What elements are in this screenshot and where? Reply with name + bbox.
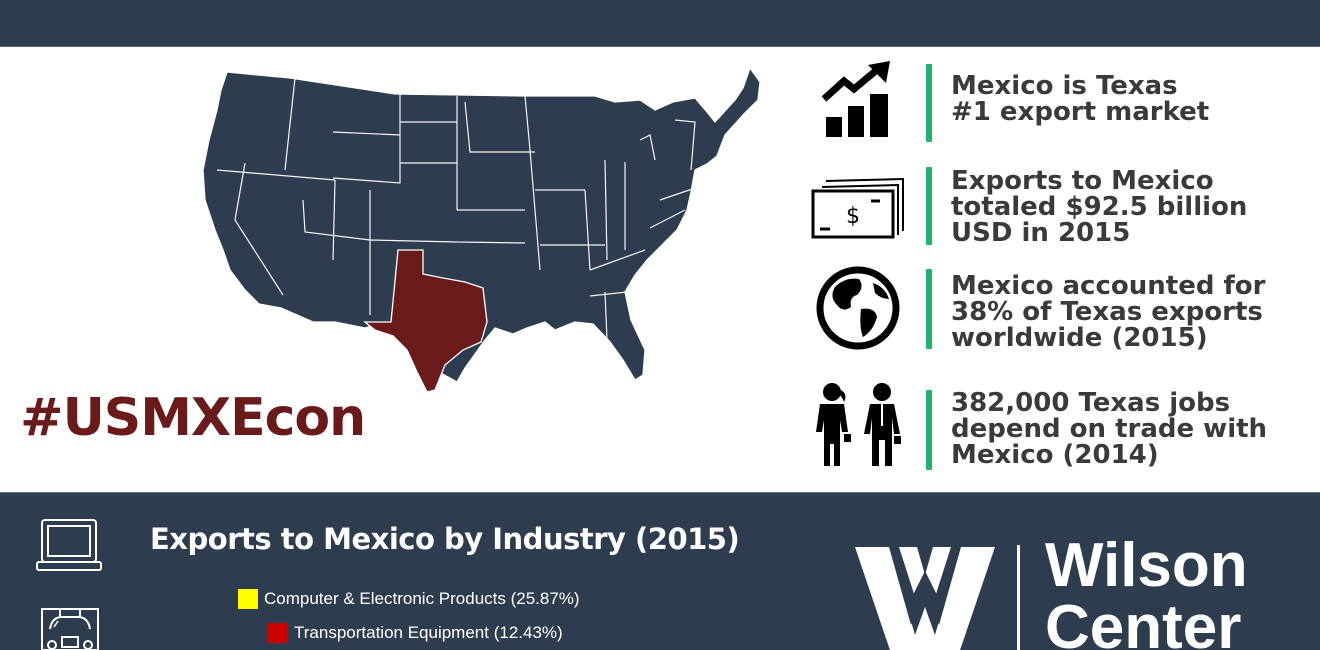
globe-icon — [805, 263, 910, 353]
industry-section — [0, 492, 1320, 650]
wilson-center-logo: Wilson Center — [855, 535, 1275, 650]
workers-icon — [805, 378, 910, 468]
legend-label: Computer & Electronic Products (25.87%) — [264, 589, 580, 608]
fact-text: 382,000 Texas jobs depend on trade with … — [951, 388, 1268, 470]
header-band — [0, 0, 1320, 47]
legend-swatch-yellow — [238, 589, 258, 609]
texas-shape — [363, 249, 488, 393]
fact-text: Mexico accounted for 38% of Texas export… — [951, 271, 1266, 353]
fact-text: Exports to Mexico totaled $92.5 billion … — [951, 166, 1248, 248]
legend-label: Transportation Equipment (12.43%) — [294, 623, 563, 642]
legend-item: Transportation Equipment (12.43%) — [268, 623, 563, 643]
logo-text: Wilson Center — [1045, 531, 1248, 650]
industry-title: Exports to Mexico by Industry (2015) — [150, 522, 740, 556]
accent-bar — [926, 167, 932, 245]
growth-chart-icon — [805, 58, 910, 143]
accent-bar — [926, 64, 932, 142]
legend-item: Computer & Electronic Products (25.87%) — [238, 589, 580, 609]
accent-bar — [926, 269, 932, 349]
money-stack-icon: $ — [805, 163, 910, 253]
legend-swatch-red — [268, 623, 288, 643]
truck-icon — [40, 607, 100, 650]
svg-text:$: $ — [846, 204, 860, 229]
hashtag: #USMXEcon — [20, 388, 366, 448]
us-map — [195, 60, 765, 410]
fact-text: Mexico is Texas #1 export market — [951, 71, 1210, 127]
accent-bar — [926, 390, 932, 470]
laptop-icon — [36, 518, 102, 576]
us-states-shape — [202, 67, 761, 383]
w-logo-icon — [855, 547, 995, 650]
logo-divider — [1017, 545, 1020, 650]
us-map-graphic — [202, 67, 761, 393]
